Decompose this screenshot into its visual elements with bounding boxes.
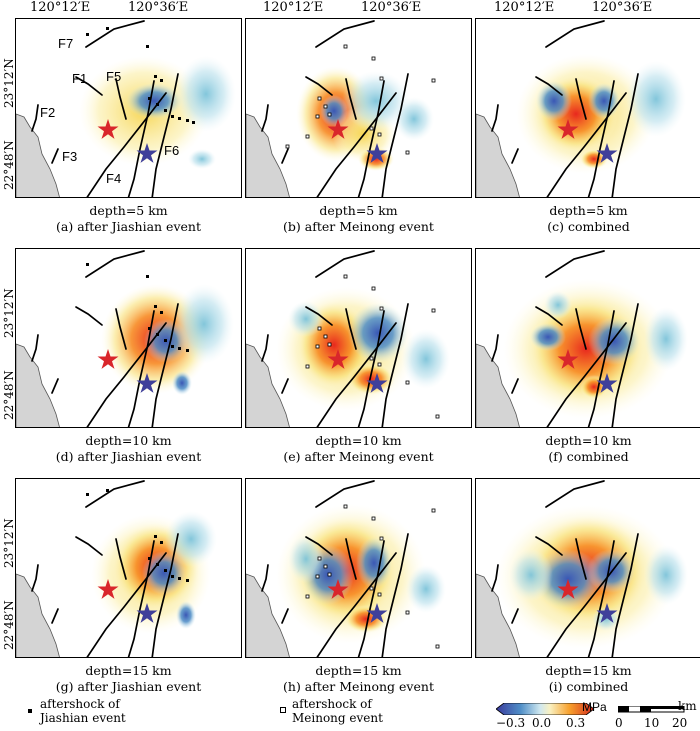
panel-c-map <box>475 18 700 198</box>
lon-label-5: 120°12′E <box>494 0 555 15</box>
panel-i-title: (i) combined <box>548 679 629 694</box>
panel-i-map <box>475 478 700 658</box>
panel-a-map: F7 F1 F5 F2 F3 F6 F4 <box>15 18 242 198</box>
panel-c-title: (c) combined <box>547 219 630 234</box>
fault-label-f6: F6 <box>164 143 180 158</box>
legend-jiashian-line2: Jiashian event <box>40 711 126 725</box>
colorbar-tick-mid: 0.0 <box>532 716 552 730</box>
panel-d-depth: depth=10 km <box>85 433 172 448</box>
legend-meinong-line2: Meinong event <box>292 711 383 725</box>
legend-jiashian-line1: aftershock of <box>40 697 120 711</box>
legend-meinong-line1: aftershock of <box>292 697 372 711</box>
fault-label-f1: F1 <box>72 71 88 86</box>
panel-h-map <box>245 478 472 658</box>
fault-label-f7: F7 <box>58 36 74 51</box>
scale-tick-0: 0 <box>615 716 623 730</box>
colorbar-unit: MPa <box>582 700 607 714</box>
scale-tick-10: 10 <box>644 716 660 730</box>
scale-unit: km <box>678 699 697 713</box>
scale-bar: km 0 10 20 <box>615 699 700 731</box>
lat-label-row3-bottom: 22°48′N <box>2 600 16 650</box>
lat-label-row3-top: 23°12′N <box>2 518 16 568</box>
panel-g-map <box>15 478 242 658</box>
lat-label-row2-bottom: 22°48′N <box>2 370 16 420</box>
lon-label-4: 120°36′E <box>361 0 422 15</box>
hollow-square-icon <box>280 707 286 713</box>
panel-e-title: (e) after Meinong event <box>283 449 434 464</box>
panel-h-caption: depth=15 km (h) after Meinong event <box>245 663 472 695</box>
filled-square-icon <box>28 709 32 713</box>
panel-i-depth: depth=15 km <box>545 663 632 678</box>
colorbar-tick-min: −0.3 <box>496 716 526 730</box>
colorbar: MPa −0.3 0.0 0.3 <box>496 700 616 731</box>
panel-b-depth: depth=5 km <box>319 203 398 218</box>
panel-d-caption: depth=10 km (d) after Jiashian event <box>15 433 242 465</box>
panel-e-caption: depth=10 km (e) after Meinong event <box>245 433 472 465</box>
panel-f-title: (f) combined <box>548 449 629 464</box>
panel-i-caption: depth=15 km (i) combined <box>475 663 700 695</box>
fault-label-f4: F4 <box>106 171 122 186</box>
lon-label-3: 120°12′E <box>263 0 324 15</box>
lon-label-6: 120°36′E <box>592 0 653 15</box>
panel-c-depth: depth=5 km <box>549 203 628 218</box>
panel-f-caption: depth=10 km (f) combined <box>475 433 700 465</box>
panel-d-title: (d) after Jiashian event <box>55 449 202 464</box>
panel-f-depth: depth=10 km <box>545 433 632 448</box>
fault-label-f3: F3 <box>62 149 78 164</box>
panel-e-map <box>245 248 472 428</box>
lat-label-row1-top: 23°12′N <box>2 58 16 108</box>
lon-label-1: 120°12′E <box>30 0 91 15</box>
lat-label-row1-bottom: 22°48′N <box>2 140 16 190</box>
panel-a-title: (a) after Jiashian event <box>56 219 201 234</box>
panel-f-map <box>475 248 700 428</box>
colorbar-tick-max: 0.3 <box>566 716 586 730</box>
panel-b-map <box>245 18 472 198</box>
panel-b-caption: depth=5 km (b) after Meinong event <box>245 203 472 235</box>
lat-label-row2-top: 23°12′N <box>2 288 16 338</box>
lon-label-2: 120°36′E <box>128 0 189 15</box>
panel-h-depth: depth=15 km <box>315 663 402 678</box>
panel-d-map <box>15 248 242 428</box>
panel-g-depth: depth=15 km <box>85 663 172 678</box>
panel-h-title: (h) after Meinong event <box>283 679 434 694</box>
panel-b-title: (b) after Meinong event <box>283 219 434 234</box>
panel-c-caption: depth=5 km (c) combined <box>475 203 700 235</box>
scale-tick-20: 20 <box>672 716 688 730</box>
panel-a-depth: depth=5 km <box>89 203 168 218</box>
panel-e-depth: depth=10 km <box>315 433 402 448</box>
fault-label-f5: F5 <box>106 69 122 84</box>
panel-a-caption: depth=5 km (a) after Jiashian event <box>15 203 242 235</box>
panel-g-title: (g) after Jiashian event <box>55 679 202 694</box>
panel-g-caption: depth=15 km (g) after Jiashian event <box>15 663 242 695</box>
fault-label-f2: F2 <box>40 105 56 120</box>
